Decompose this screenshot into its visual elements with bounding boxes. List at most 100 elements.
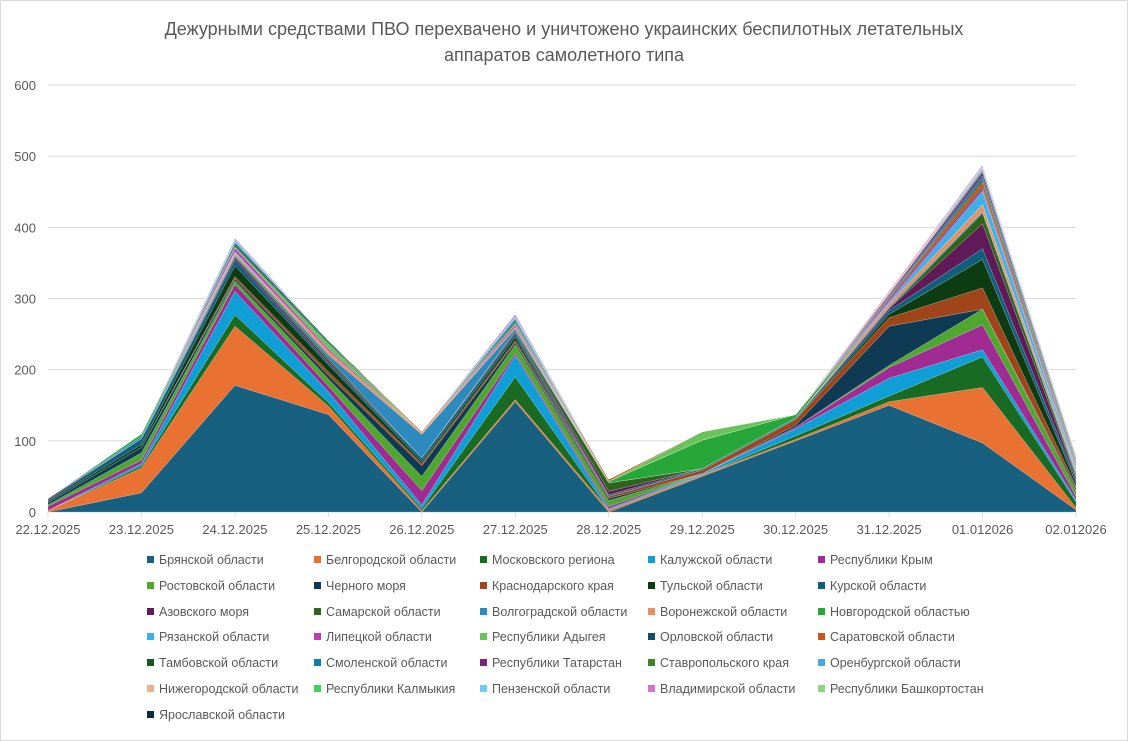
legend-label: Новгородской областью [830,604,970,619]
legend-label: Ставропольского края [660,656,790,671]
chart-title-line: аппаратов самолетного типа [443,45,685,65]
legend-swatch [314,556,321,563]
legend-swatch [648,581,655,589]
x-tick-label: 26.12.2025 [389,522,454,537]
legend-label: Тамбовской области [159,656,279,671]
legend-label: Республики Татарстан [492,656,622,671]
legend-item: Республики Башкортостан [818,682,984,696]
legend-item: Пензенской области [480,682,610,696]
x-tick-label: 24.12.2025 [202,522,267,537]
legend-item: Рязанской области [147,630,269,644]
legend-item: Калужской области [648,553,772,567]
legend-label: Краснодарского края [492,578,614,593]
legend-label: Оренбургской области [830,656,961,671]
legend-item: Ярославской области [147,708,285,722]
legend-swatch [818,685,825,692]
legend-swatch [648,659,655,667]
legend-label: Калужской области [660,553,773,567]
legend-label: Тульской области [660,578,763,593]
legend-swatch [818,581,825,589]
legend-swatch [480,556,487,563]
legend-item: Липецкой области [314,630,432,644]
legend-label: Азовского моря [159,604,250,619]
legend-item: Республики Крым [818,553,933,567]
legend-item: Республики Татарстан [480,656,622,670]
legend-item: Брянской области [147,553,264,567]
x-tick-label: 31.12.2025 [857,522,922,537]
legend-swatch [648,633,655,641]
legend-swatch [480,685,487,692]
legend-label: Самарской области [326,604,441,619]
legend-label: Белгородской области [326,553,457,567]
legend-swatch [818,607,825,615]
legend-swatch [147,581,154,589]
chart-title-line: Дежурными средствами ПВО перехвачено и у… [164,19,964,39]
legend-swatch [314,581,321,589]
y-tick-label: 300 [14,292,36,307]
legend-item: Республики Адыгея [480,630,606,644]
legend-label: Республики Адыгея [492,630,606,645]
x-tick-label: 02.012026 [1045,522,1106,537]
y-tick-label: 600 [14,78,36,93]
legend-swatch [147,685,154,692]
legend-swatch [480,633,487,641]
legend-swatch [480,607,487,615]
legend-item: Ставропольского края [648,656,789,670]
legend-swatch [480,659,487,667]
area-series [47,164,1077,499]
legend-label: Республики Башкортостан [830,682,984,696]
area-series [47,179,1077,499]
legend-swatch [648,685,655,692]
legend-swatch [648,607,655,615]
legend-item: Черного моря [314,579,406,593]
chart-title: Дежурными средствами ПВО перехвачено и у… [0,16,1128,68]
legend-label: Волгоградской области [492,604,628,619]
legend-item: Саратовской области [818,630,955,644]
area-series [47,164,1077,499]
legend-label: Ярославской области [159,707,285,722]
legend-item: Республики Калмыкия [314,682,455,696]
x-tick-label: 23.12.2025 [109,522,174,537]
legend-label: Владимирской области [660,682,796,696]
legend-label: Черного моря [326,578,406,593]
legend-swatch [480,581,487,589]
legend-label: Пензенской области [492,682,611,696]
x-tick-label: 22.12.2025 [15,522,80,537]
legend-swatch [314,659,321,667]
legend-label: Смоленской области [326,656,448,671]
legend-swatch [314,685,321,692]
legend-label: Ростовской области [159,578,276,593]
legend-item: Волгоградской области [480,605,627,619]
legend-label: Орловской области [660,630,774,645]
legend-label: Московского региона [492,553,615,567]
legend-item: Воронежской области [648,605,787,619]
area-series [47,172,1077,499]
legend-item: Азовского моря [147,605,249,619]
area-series [47,175,1077,499]
legend-item: Тульской области [648,579,763,593]
legend-label: Республики Калмыкия [326,682,456,696]
legend-label: Нижегородской области [159,682,299,696]
legend-item: Новгородской областью [818,605,970,619]
legend-swatch [147,607,154,615]
legend-label: Саратовской области [830,630,955,645]
legend-item: Оренбургской области [818,656,961,670]
legend-item: Московского региона [480,553,615,567]
legend-item: Самарской области [314,605,441,619]
y-tick-label: 0 [29,505,36,520]
legend-label: Липецкой области [326,630,432,645]
legend-item: Ростовской области [147,579,275,593]
legend-swatch [818,556,825,563]
legend-item: Курской области [818,579,926,593]
legend-swatch [147,556,154,563]
legend-item: Краснодарского края [480,579,614,593]
y-tick-label: 200 [14,363,36,378]
legend-swatch [818,659,825,667]
y-tick-label: 400 [14,220,36,235]
legend-item: Тамбовской области [147,656,278,670]
area-series [47,168,1077,499]
y-tick-label: 500 [14,149,36,164]
legend-label: Рязанской области [159,630,270,645]
y-tick-label: 100 [14,434,36,449]
